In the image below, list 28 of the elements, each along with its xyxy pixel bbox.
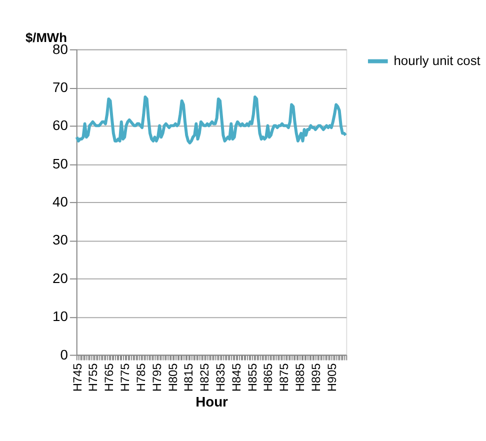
- y-tick-label: 50: [52, 155, 68, 172]
- y-tick-label: 60: [52, 117, 68, 134]
- x-tick-label: H845: [229, 362, 244, 392]
- x-tick-label: H885: [293, 362, 308, 392]
- y-tick-label: 10: [52, 308, 68, 324]
- x-tick-label: H835: [213, 362, 228, 392]
- y-tick-label: 40: [52, 194, 68, 210]
- x-tick-label: H855: [245, 362, 260, 392]
- legend-label: hourly unit cost: [394, 53, 481, 68]
- x-tick-label: H755: [86, 362, 100, 392]
- x-tick-label: H875: [277, 362, 292, 392]
- y-tick-label: 30: [52, 232, 68, 248]
- line-series: [75, 96, 348, 144]
- x-tick-label: H805: [166, 362, 180, 392]
- y-tick-label: 20: [52, 270, 68, 286]
- y-tick-label: 0: [60, 346, 68, 362]
- x-tick-label: H825: [198, 362, 212, 392]
- x-tick-label: H765: [102, 362, 116, 392]
- x-axis-title: Hour: [196, 394, 229, 410]
- x-tick-label: H905: [324, 362, 339, 392]
- x-tick-label: H745: [70, 362, 84, 392]
- x-tick-label: H785: [134, 362, 148, 392]
- x-tick-label: H795: [150, 362, 164, 392]
- x-tick-label: H775: [118, 362, 132, 392]
- x-tick-label: H815: [182, 362, 196, 392]
- y-tick-label: 70: [52, 78, 68, 95]
- x-tick-label: H895: [308, 362, 323, 392]
- x-tick-label: H865: [261, 362, 276, 392]
